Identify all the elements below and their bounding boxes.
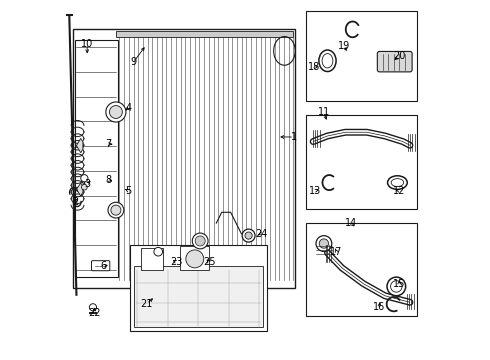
Bar	[306, 116, 417, 209]
Text: 13: 13	[309, 186, 321, 196]
Circle shape	[242, 229, 255, 242]
Text: 24: 24	[255, 229, 268, 239]
Ellipse shape	[322, 54, 333, 68]
Circle shape	[106, 102, 126, 122]
Polygon shape	[76, 138, 83, 153]
FancyBboxPatch shape	[92, 261, 110, 271]
Bar	[306, 12, 417, 101]
Ellipse shape	[391, 179, 404, 186]
Text: 23: 23	[171, 257, 183, 267]
Bar	[180, 246, 209, 270]
Bar	[116, 31, 294, 37]
Text: 19: 19	[338, 41, 350, 50]
Text: 14: 14	[344, 218, 357, 228]
Text: 8: 8	[106, 175, 112, 185]
Circle shape	[186, 250, 204, 268]
Bar	[74, 40, 118, 277]
Bar	[73, 30, 295, 288]
Text: 2: 2	[73, 197, 79, 207]
Bar	[141, 248, 163, 270]
Text: 10: 10	[81, 39, 93, 49]
Text: 15: 15	[393, 279, 405, 289]
Text: 25: 25	[203, 257, 216, 267]
Text: 17: 17	[330, 247, 343, 257]
Ellipse shape	[388, 176, 407, 189]
Circle shape	[81, 175, 88, 182]
Circle shape	[81, 184, 87, 190]
Ellipse shape	[319, 50, 336, 72]
Text: 1: 1	[292, 132, 297, 142]
Ellipse shape	[391, 281, 402, 292]
Polygon shape	[76, 183, 83, 196]
Circle shape	[111, 205, 121, 215]
Text: 11: 11	[318, 107, 330, 117]
Text: 22: 22	[88, 308, 100, 318]
Bar	[134, 266, 263, 327]
Bar	[130, 244, 267, 330]
Text: 4: 4	[125, 103, 131, 113]
Bar	[306, 223, 417, 316]
Text: 21: 21	[140, 299, 152, 309]
Text: 9: 9	[131, 57, 137, 67]
Circle shape	[195, 236, 205, 246]
Circle shape	[108, 202, 124, 218]
Circle shape	[245, 232, 252, 239]
Circle shape	[192, 233, 208, 249]
Text: 7: 7	[106, 139, 112, 149]
Circle shape	[319, 239, 329, 248]
Text: 12: 12	[393, 186, 405, 196]
Circle shape	[109, 105, 122, 118]
Text: 16: 16	[373, 302, 386, 312]
Circle shape	[89, 304, 97, 311]
FancyBboxPatch shape	[377, 51, 412, 72]
Text: 3: 3	[84, 179, 90, 189]
Text: 18: 18	[308, 62, 320, 72]
Ellipse shape	[387, 277, 406, 296]
Text: 5: 5	[125, 186, 132, 196]
Circle shape	[154, 247, 163, 256]
Circle shape	[316, 236, 332, 251]
Text: 6: 6	[100, 261, 106, 271]
Text: 20: 20	[393, 51, 405, 61]
